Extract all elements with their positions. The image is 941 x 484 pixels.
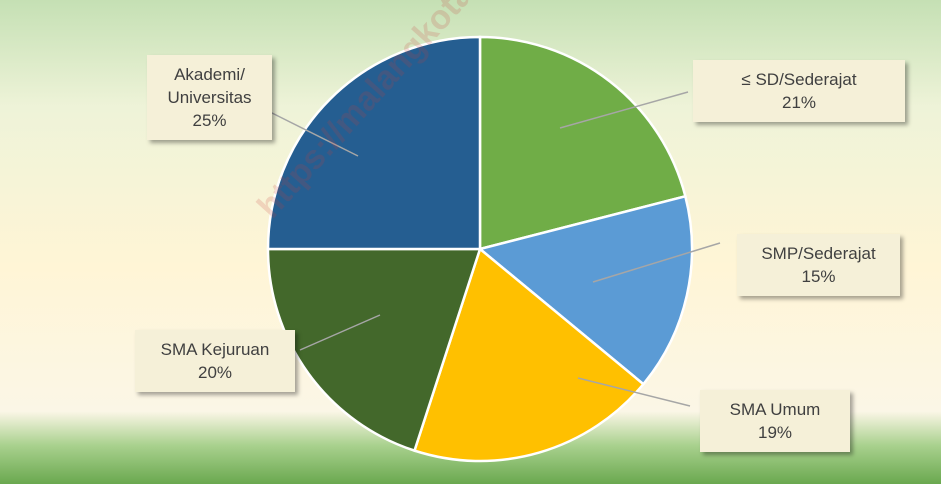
leader-line	[299, 314, 381, 351]
label-category: Akademi/ Universitas	[167, 65, 252, 107]
pie-slice	[478, 35, 687, 251]
label-category: SMA Kejuruan	[160, 340, 270, 359]
label-category: ≤ SD/Sederajat	[741, 70, 857, 89]
label-value: 25%	[192, 111, 227, 130]
pie-slice	[266, 247, 482, 453]
pie-slice	[266, 35, 482, 251]
pie-slice	[412, 246, 646, 463]
label-category: SMP/Sederajat	[761, 244, 876, 263]
pie-slice	[477, 194, 694, 386]
label-value: 19%	[757, 423, 793, 442]
leader-line	[269, 111, 359, 157]
leader-line	[592, 242, 721, 283]
data-label: SMA Umum 19%	[700, 390, 850, 452]
label-category: SMA Umum	[729, 400, 821, 419]
label-value: 21%	[781, 93, 817, 112]
data-label: ≤ SD/Sederajat 21%	[693, 60, 905, 122]
label-value: 15%	[801, 267, 836, 286]
leader-line	[577, 377, 691, 407]
leader-line	[559, 91, 689, 129]
label-value: 20%	[197, 363, 233, 382]
data-label: SMA Kejuruan 20%	[135, 330, 295, 392]
data-label: Akademi/ Universitas 25%	[147, 55, 272, 140]
data-label: SMP/Sederajat 15%	[737, 234, 900, 296]
